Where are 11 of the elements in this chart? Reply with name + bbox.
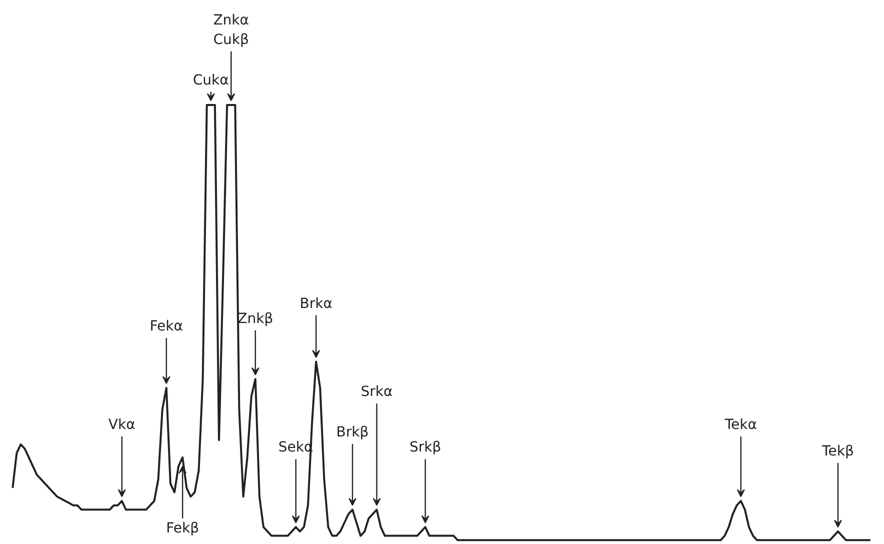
annotation: Fekβ bbox=[166, 520, 200, 537]
annotation: Tekβ bbox=[821, 443, 854, 460]
annotation: Tekα bbox=[724, 416, 757, 433]
annotation: Brkα bbox=[300, 296, 332, 312]
annotation: Fekα bbox=[150, 318, 184, 335]
annotation: Vkα bbox=[108, 416, 136, 433]
annotation: Brkβ bbox=[336, 424, 369, 441]
annotation: Srkβ bbox=[409, 440, 442, 456]
annotation: Znkα Cukβ bbox=[213, 12, 250, 48]
annotation: Srkα bbox=[360, 384, 393, 400]
annotation: Cukα bbox=[192, 72, 229, 88]
